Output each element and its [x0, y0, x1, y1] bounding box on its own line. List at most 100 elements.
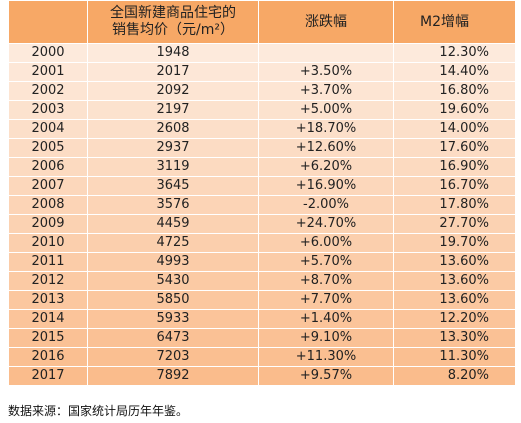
table-cell: +3.70%	[258, 81, 394, 101]
table-cell: 2013	[8, 290, 88, 310]
table-cell: 2003	[8, 100, 88, 120]
table-row: 2005 2937 +12.60% 17.60%	[8, 138, 516, 158]
header-text: 全国新建商品住宅的销售均价（元/m²）	[110, 5, 236, 38]
table-cell: 2005	[8, 138, 88, 158]
table-cell: +6.00%	[258, 233, 394, 253]
source-note: 数据来源：国家统计局历年年鉴。	[8, 404, 189, 418]
table-cell: 2017	[87, 62, 259, 82]
table-cell: 2608	[87, 119, 259, 139]
table-row: 2013 5850 +7.70% 13.60%	[8, 290, 516, 310]
table-cell: 2008	[8, 195, 88, 215]
table-row: 2011 4993 +5.70% 13.60%	[8, 252, 516, 272]
table-cell: 2004	[8, 119, 88, 139]
table-cell: 13.60%	[393, 290, 516, 310]
table-cell: 27.70%	[393, 214, 516, 234]
table-cell: +3.50%	[258, 62, 394, 82]
table-cell: +8.70%	[258, 271, 394, 291]
table-cell: 7892	[87, 366, 259, 386]
table-cell: 2937	[87, 138, 259, 158]
table-row: 2003 2197 +5.00% 19.60%	[8, 100, 516, 120]
table-cell: 3645	[87, 176, 259, 196]
table-cell: 13.30%	[393, 328, 516, 348]
table-cell: 12.20%	[393, 309, 516, 329]
table-cell: 2015	[8, 328, 88, 348]
table-cell: +5.70%	[258, 252, 394, 272]
table-cell: +9.10%	[258, 328, 394, 348]
table-cell: 13.60%	[393, 252, 516, 272]
table-cell: 8.20%	[393, 366, 516, 386]
table-cell: 2011	[8, 252, 88, 272]
table-cell: 12.30%	[393, 43, 516, 63]
table-cell: -2.00%	[258, 195, 394, 215]
table-cell: 11.30%	[393, 347, 516, 367]
table-cell: 2010	[8, 233, 88, 253]
table-cell: 19.60%	[393, 100, 516, 120]
table-cell: +16.90%	[258, 176, 394, 196]
table-cell: 5430	[87, 271, 259, 291]
data-table: 全国新建商品住宅的销售均价（元/m²） 涨跌幅 M2增幅 2000 1948 12.…	[8, 0, 516, 386]
table-cell: 6473	[87, 328, 259, 348]
table-cell: 2009	[8, 214, 88, 234]
table-cell: +6.20%	[258, 157, 394, 177]
table-cell: +7.70%	[258, 290, 394, 310]
table-cell: 4993	[87, 252, 259, 272]
table-row: 2007 3645 +16.90% 16.70%	[8, 176, 516, 196]
table-cell: +11.30%	[258, 347, 394, 367]
table-cell: 2012	[8, 271, 88, 291]
table-cell: +24.70%	[258, 214, 394, 234]
table-cell: 17.80%	[393, 195, 516, 215]
table-cell: 17.60%	[393, 138, 516, 158]
table-cell: 14.00%	[393, 119, 516, 139]
table-cell: 2092	[87, 81, 259, 101]
table-cell: 1948	[87, 43, 259, 63]
table-cell: 3119	[87, 157, 259, 177]
table-row: 2017 7892 +9.57% 8.20%	[8, 366, 516, 386]
table-cell: 2001	[8, 62, 88, 82]
table-cell: 5850	[87, 290, 259, 310]
header-cell: 涨跌幅	[258, 0, 394, 44]
table-cell: 16.80%	[393, 81, 516, 101]
header-cell	[8, 0, 88, 44]
table-cell: +18.70%	[258, 119, 394, 139]
table-cell: +1.40%	[258, 309, 394, 329]
table-cell: +12.60%	[258, 138, 394, 158]
table-row: 2004 2608 +18.70% 14.00%	[8, 119, 516, 139]
table-cell: 16.70%	[393, 176, 516, 196]
table-cell: 19.70%	[393, 233, 516, 253]
table-cell: 2016	[8, 347, 88, 367]
table-cell: 14.40%	[393, 62, 516, 82]
table-row: 2000 1948 12.30%	[8, 43, 516, 63]
table-cell	[258, 43, 394, 63]
table-row: 2008 3576 -2.00% 17.80%	[8, 195, 516, 215]
table-cell: 2006	[8, 157, 88, 177]
table-row: 2006 3119 +6.20% 16.90%	[8, 157, 516, 177]
table-cell: 2002	[8, 81, 88, 101]
table-body: 2000 1948 12.30% 2001 2017 +3.50% 14.40% 2002 20…	[8, 43, 516, 386]
table-row: 2010 4725 +6.00% 19.70%	[8, 233, 516, 253]
header-cell: 全国新建商品住宅的销售均价（元/m²）	[87, 0, 259, 44]
header-cell: M2增幅	[393, 0, 516, 44]
table-cell: 16.90%	[393, 157, 516, 177]
table-cell: 2014	[8, 309, 88, 329]
table-cell: +5.00%	[258, 100, 394, 120]
table-row: 2014 5933 +1.40% 12.20%	[8, 309, 516, 329]
table-cell: +9.57%	[258, 366, 394, 386]
table-cell: 3576	[87, 195, 259, 215]
table-cell: 2000	[8, 43, 88, 63]
table-cell: 4459	[87, 214, 259, 234]
header-row: 全国新建商品住宅的销售均价（元/m²） 涨跌幅 M2增幅	[8, 0, 516, 44]
table-row: 2012 5430 +8.70% 13.60%	[8, 271, 516, 291]
table-cell: 5933	[87, 309, 259, 329]
table-cell: 13.60%	[393, 271, 516, 291]
table-row: 2016 7203 +11.30% 11.30%	[8, 347, 516, 367]
table-cell: 2197	[87, 100, 259, 120]
table-cell: 4725	[87, 233, 259, 253]
table-row: 2001 2017 +3.50% 14.40%	[8, 62, 516, 82]
table-cell: 7203	[87, 347, 259, 367]
table-row: 2002 2092 +3.70% 16.80%	[8, 81, 516, 101]
table-row: 2009 4459 +24.70% 27.70%	[8, 214, 516, 234]
table-cell: 2017	[8, 366, 88, 386]
table-cell: 2007	[8, 176, 88, 196]
table-row: 2015 6473 +9.10% 13.30%	[8, 328, 516, 348]
